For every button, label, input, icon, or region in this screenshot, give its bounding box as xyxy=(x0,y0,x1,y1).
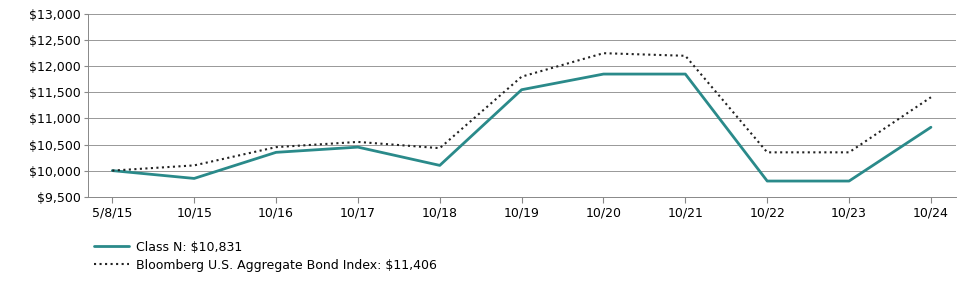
Legend: Class N: $10,831, Bloomberg U.S. Aggregate Bond Index: $11,406: Class N: $10,831, Bloomberg U.S. Aggrega… xyxy=(94,241,438,272)
